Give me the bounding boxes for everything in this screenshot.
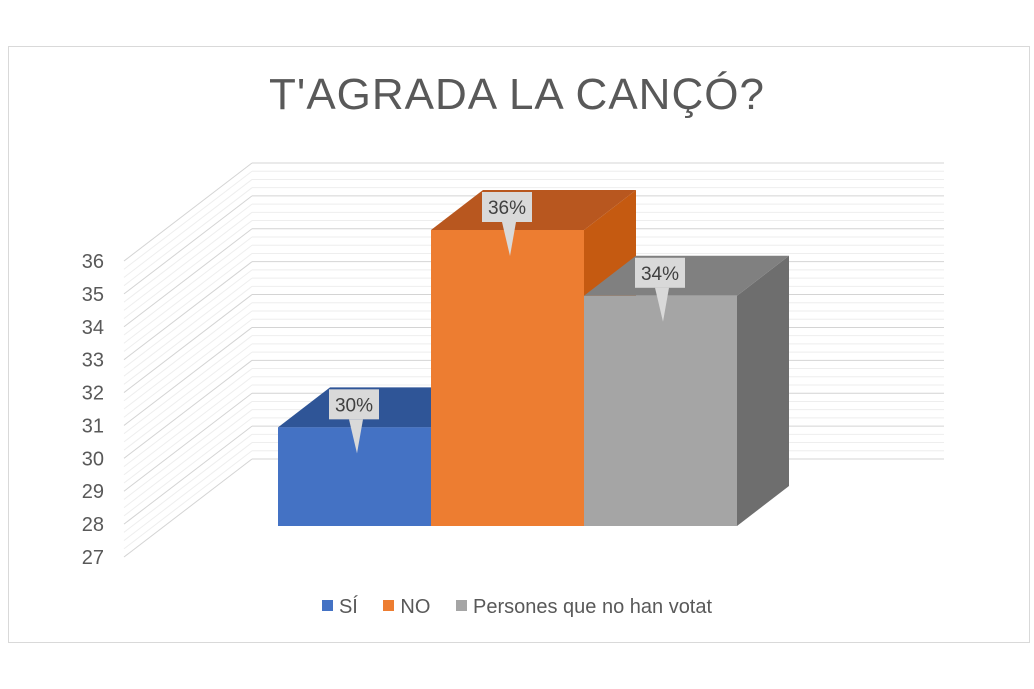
legend-item-no-vote: Persones que no han votat (455, 596, 713, 619)
gridline-wall (123, 236, 253, 336)
legend-item-no: NO (383, 596, 430, 619)
bar-2 (584, 255, 789, 526)
gridline-wall (123, 368, 253, 467)
gridline-wall (123, 179, 253, 278)
gridline-wall (123, 211, 253, 311)
gridline-wall (123, 401, 253, 500)
gridline-wall (123, 187, 253, 287)
gridline-wall (123, 310, 253, 410)
bar-front (278, 427, 431, 526)
legend-item-si: SÍ (321, 596, 358, 619)
data-label: 34% (641, 264, 679, 285)
y-tick-label: 35 (82, 284, 104, 306)
gridline-wall (123, 433, 253, 533)
gridline-wall (123, 343, 253, 443)
legend-label-no-vote: Persones que no han votat (472, 596, 713, 619)
data-label-box (482, 192, 532, 222)
gridline-wall (123, 277, 253, 377)
gridline-wall (123, 228, 253, 328)
chart-title: T'AGRADA LA CANÇÓ? (269, 70, 765, 119)
gridline-wall (123, 351, 253, 451)
data-label-pointer (349, 419, 363, 454)
data-label-box (329, 389, 379, 420)
legend-swatch-no (383, 600, 395, 612)
gridline-wall (123, 261, 253, 361)
gridline-wall (123, 335, 253, 435)
chart-legend: SÍ NO Persones que no han votat (0, 596, 1034, 619)
gridline-wall (123, 162, 253, 262)
y-tick-label: 32 (82, 383, 104, 405)
gridline-wall (123, 318, 253, 418)
legend-swatch-si (321, 600, 333, 612)
bar-front (431, 230, 584, 526)
bar-side (737, 255, 789, 526)
gridline-wall (123, 458, 253, 558)
y-tick-label: 30 (82, 448, 104, 470)
data-label: 30% (335, 395, 373, 416)
data-label-pointer (655, 287, 669, 322)
gridline-wall (123, 417, 253, 517)
y-tick-label: 27 (82, 547, 104, 569)
gridline-wall (123, 195, 253, 295)
y-tick-label: 33 (82, 350, 104, 372)
gridline-wall (123, 450, 253, 550)
data-label-pointer (502, 222, 516, 256)
gridline-wall (123, 425, 253, 525)
data-label: 36% (488, 198, 526, 219)
gridline-wall (123, 220, 253, 319)
gridline-wall (123, 253, 253, 352)
y-tick-label: 29 (82, 481, 104, 503)
gridline-wall (123, 409, 253, 509)
gridline-wall (123, 384, 253, 484)
bar-front (584, 295, 737, 526)
gridline-wall (123, 269, 253, 369)
gridline-wall (123, 170, 253, 270)
y-tick-label: 28 (82, 514, 104, 536)
gridline-wall (123, 327, 253, 426)
gridline-wall (123, 376, 253, 476)
gridline-wall (123, 442, 253, 541)
gridline-wall (123, 294, 253, 393)
gridline-wall (123, 285, 253, 385)
gridline-wall (123, 392, 253, 492)
gridline-wall (123, 359, 253, 459)
y-tick-label: 36 (82, 251, 104, 273)
y-tick-label: 34 (82, 317, 104, 339)
gridline-wall (123, 302, 253, 402)
data-label-box (635, 257, 685, 288)
legend-label-si: SÍ (338, 596, 358, 619)
legend-label-no: NO (400, 596, 431, 619)
gridline-wall (123, 203, 253, 303)
legend-swatch-no-vote (455, 600, 467, 612)
y-tick-label: 31 (82, 415, 104, 437)
gridline-wall (123, 244, 253, 344)
